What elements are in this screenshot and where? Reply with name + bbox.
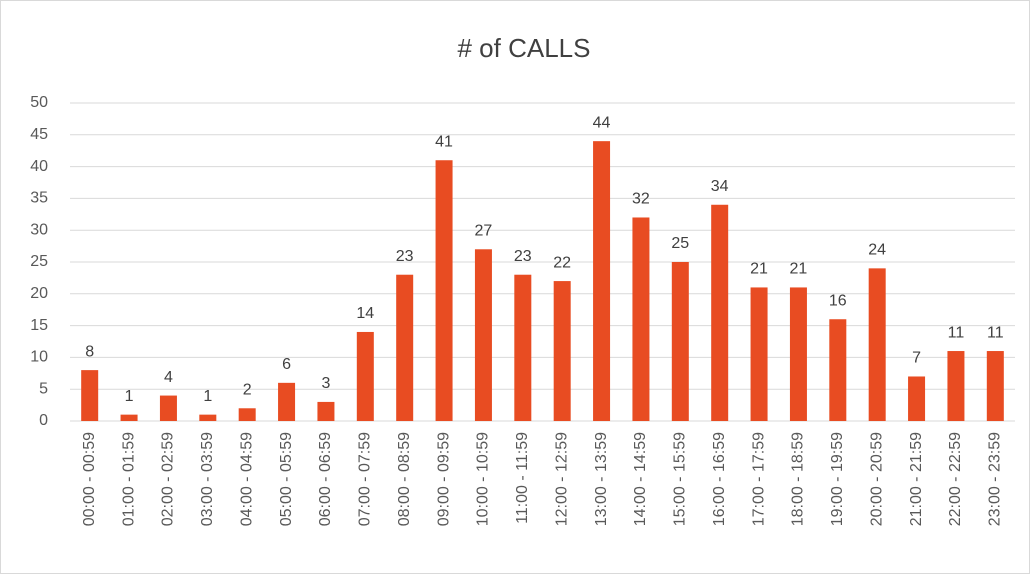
data-label: 27	[475, 222, 493, 239]
bar	[120, 414, 138, 421]
chart-title: # of CALLS	[458, 33, 591, 63]
bar	[238, 408, 256, 421]
data-label: 16	[829, 292, 847, 309]
bar	[278, 382, 296, 421]
bar	[317, 401, 335, 421]
x-tick-label: 18:00 - 18:59	[790, 432, 807, 526]
data-label: 24	[868, 242, 886, 259]
y-tick-label: 35	[30, 190, 48, 207]
x-tick-label: 14:00 - 14:59	[632, 432, 649, 526]
data-label: 21	[750, 261, 768, 278]
x-tick-label: 07:00 - 07:59	[357, 432, 374, 526]
bar	[986, 351, 1004, 421]
x-tick-label: 05:00 - 05:59	[278, 432, 295, 526]
x-tick-label: 19:00 - 19:59	[829, 432, 846, 526]
data-label: 21	[790, 261, 808, 278]
bar	[711, 204, 729, 421]
data-label: 23	[514, 248, 532, 265]
x-tick-label: 10:00 - 10:59	[475, 432, 492, 526]
data-label: 8	[85, 343, 94, 360]
x-tick-label: 20:00 - 20:59	[868, 432, 885, 526]
bar	[435, 160, 453, 422]
x-tick-label: 23:00 - 23:59	[987, 432, 1004, 526]
x-tick-label: 21:00 - 21:59	[908, 432, 925, 526]
data-label: 3	[321, 375, 330, 392]
bar	[829, 319, 847, 421]
bar	[632, 217, 650, 421]
x-tick-label: 08:00 - 08:59	[396, 432, 413, 526]
x-tick-label: 02:00 - 02:59	[160, 432, 177, 526]
data-label: 34	[711, 178, 729, 195]
x-tick-label: 04:00 - 04:59	[238, 432, 255, 526]
y-tick-label: 0	[39, 412, 48, 429]
y-tick-label: 5	[39, 380, 48, 397]
x-tick-label: 06:00 - 06:59	[317, 432, 334, 526]
bar	[199, 414, 217, 421]
x-tick-label: 12:00 - 12:59	[553, 432, 570, 526]
x-tick-label: 22:00 - 22:59	[947, 432, 964, 526]
x-tick-label: 01:00 - 01:59	[120, 432, 137, 526]
data-label: 25	[671, 235, 689, 252]
data-label: 7	[912, 350, 921, 367]
bar	[553, 281, 571, 421]
x-tick-label: 09:00 - 09:59	[435, 432, 452, 526]
data-label: 14	[356, 305, 374, 322]
y-tick-label: 30	[30, 221, 48, 238]
bar	[514, 274, 532, 421]
bar	[947, 351, 965, 421]
bar	[908, 376, 926, 421]
bar	[789, 287, 807, 421]
data-label: 11	[987, 324, 1004, 341]
bar	[474, 249, 492, 421]
x-tick-label: 13:00 - 13:59	[593, 432, 610, 526]
x-tick-label: 03:00 - 03:59	[199, 432, 216, 526]
data-label: 44	[593, 114, 611, 131]
y-tick-label: 15	[30, 317, 48, 334]
data-label: 2	[243, 381, 252, 398]
data-label: 1	[203, 388, 212, 405]
x-tick-label: 11:00 - 11:59	[514, 432, 531, 524]
y-tick-label: 40	[30, 158, 48, 175]
data-label: 11	[948, 324, 965, 341]
y-tick-label: 45	[30, 126, 48, 143]
x-tick-label: 16:00 - 16:59	[711, 432, 728, 526]
data-label: 23	[396, 248, 414, 265]
data-label: 1	[125, 388, 134, 405]
data-label: 32	[632, 191, 650, 208]
bar	[671, 262, 689, 421]
bar	[868, 268, 886, 421]
y-tick-label: 25	[30, 253, 48, 270]
bar	[750, 287, 768, 421]
y-tick-label: 50	[30, 94, 48, 111]
bar	[593, 141, 611, 421]
bar	[396, 274, 414, 421]
data-label: 4	[164, 369, 173, 386]
x-tick-label: 17:00 - 17:59	[750, 432, 767, 526]
x-tick-label: 15:00 - 15:59	[672, 432, 689, 526]
bar	[81, 370, 99, 421]
y-tick-label: 20	[30, 285, 48, 302]
y-tick-label: 10	[30, 349, 48, 366]
data-label: 6	[282, 356, 291, 373]
data-label: 22	[553, 254, 571, 271]
bar	[159, 395, 177, 421]
bar	[356, 331, 374, 421]
x-tick-label: 00:00 - 00:59	[81, 432, 98, 526]
data-label: 41	[435, 133, 453, 150]
